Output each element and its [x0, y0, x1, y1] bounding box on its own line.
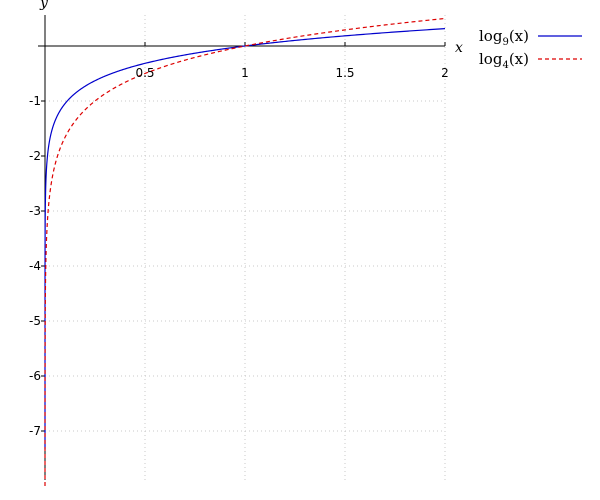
x-tick-label: 1: [241, 66, 249, 80]
legend-label-log9: log9(x): [479, 27, 529, 48]
y-axis-label: y: [39, 0, 49, 11]
series-line-log4: [44, 17, 446, 487]
y-tick-label: -1: [29, 94, 41, 108]
x-axis-label: x: [455, 40, 463, 56]
legend: log9(x)log4(x): [479, 27, 582, 71]
axes: [38, 15, 446, 480]
series-lines: [44, 17, 446, 487]
y-tick-label: -7: [29, 424, 41, 438]
series-line-log9: [44, 28, 446, 450]
tick-labels: 0.5 1 1.5 2 -1 -2 -3 -4 -5 -6 -7: [29, 66, 449, 438]
x-tick-label: 1.5: [335, 66, 354, 80]
y-tick-label: -3: [29, 204, 41, 218]
y-tick-label: -2: [29, 149, 41, 163]
y-tick-label: -4: [29, 259, 41, 273]
x-tick-label: 0.5: [135, 66, 154, 80]
grid-lines: [45, 15, 446, 480]
y-tick-label: -5: [29, 314, 41, 328]
x-tick-label: 2: [441, 66, 449, 80]
legend-label-log4: log4(x): [479, 50, 529, 71]
y-tick-label: -6: [29, 369, 41, 383]
